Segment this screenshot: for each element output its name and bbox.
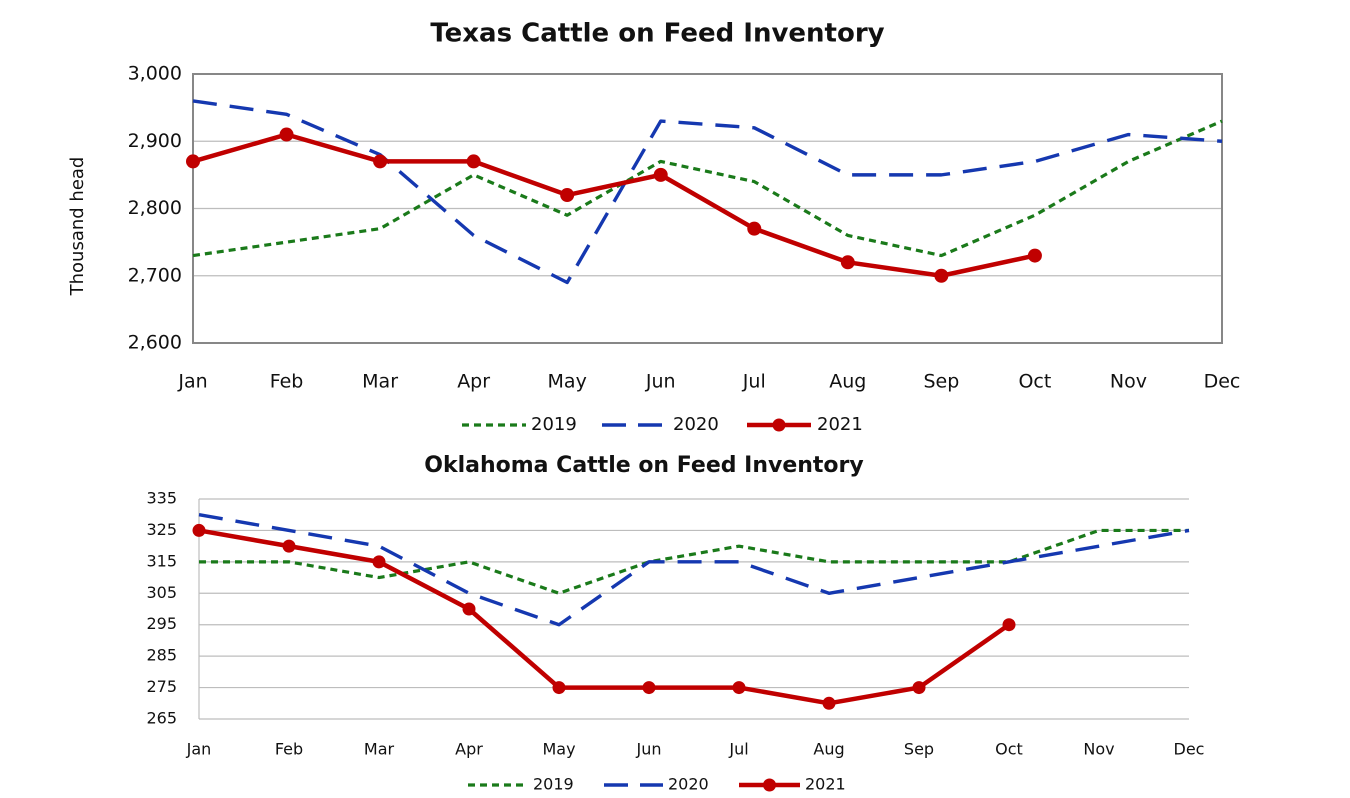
x-tick-label: May xyxy=(542,740,575,759)
x-tick-label: Jul xyxy=(742,371,766,393)
x-tick-label: Apr xyxy=(455,740,483,759)
y-tick-label: 3,000 xyxy=(128,63,182,85)
data-point-2021 xyxy=(1002,618,1016,632)
series-line-2021 xyxy=(192,132,1036,278)
y-tick-label: 2,800 xyxy=(128,197,182,219)
x-tick-label: Jan xyxy=(186,740,212,759)
y-axis-label: Thousand head xyxy=(67,157,88,297)
y-tick-label: 325 xyxy=(146,520,177,539)
legend-marker-2021 xyxy=(772,418,786,432)
x-tick-label: Aug xyxy=(829,371,866,393)
x-tick-label: Oct xyxy=(1018,371,1051,393)
legend-label-2019: 2019 xyxy=(533,775,574,794)
x-tick-label: Feb xyxy=(270,371,304,393)
y-tick-label: 305 xyxy=(146,583,177,602)
data-point-2021 xyxy=(552,681,566,695)
chart-title: Oklahoma Cattle on Feed Inventory xyxy=(424,453,863,478)
data-point-2021 xyxy=(934,268,949,283)
series-line-2019 xyxy=(199,528,1189,595)
chart-texas: Texas Cattle on Feed Inventory 2,600 2,700… xyxy=(67,19,1240,436)
data-point-2021 xyxy=(822,696,836,710)
x-tick-label: May xyxy=(548,371,587,393)
y-tick-label: 265 xyxy=(146,709,177,728)
x-tick-label: Mar xyxy=(362,371,398,393)
legend-label-2019: 2019 xyxy=(531,414,577,435)
x-tick-label: Dec xyxy=(1204,371,1241,393)
x-tick-label: Mar xyxy=(364,740,395,759)
x-tick-label: Dec xyxy=(1174,740,1205,759)
x-tick-label: Apr xyxy=(457,371,490,393)
y-tick-label: 2,600 xyxy=(128,332,182,354)
data-point-2021 xyxy=(279,127,294,142)
chart-oklahoma: Oklahoma Cattle on Feed Inventory 265 275 2… xyxy=(146,453,1204,794)
x-tick-label: Aug xyxy=(813,740,844,759)
chart-title: Texas Cattle on Feed Inventory xyxy=(430,19,884,49)
x-tick-label: Jul xyxy=(728,740,748,759)
data-point-2021 xyxy=(642,681,656,695)
data-point-2021 xyxy=(372,555,386,569)
x-tick-label: Jun xyxy=(636,740,662,759)
data-point-2021 xyxy=(192,523,206,537)
y-tick-label: 315 xyxy=(146,551,177,570)
x-tick-label: Nov xyxy=(1083,740,1114,759)
x-tick-label: Oct xyxy=(995,740,1023,759)
x-tick-label: Jan xyxy=(177,371,207,393)
data-point-2021 xyxy=(1027,248,1042,263)
series-line-2020 xyxy=(198,513,1190,627)
series-line-2021 xyxy=(198,528,1011,706)
legend-label-2020: 2020 xyxy=(673,414,719,435)
y-tick-label: 2,700 xyxy=(128,264,182,286)
x-tick-label: Sep xyxy=(923,371,959,393)
data-point-2021 xyxy=(560,188,575,203)
legend-label-2021: 2021 xyxy=(817,414,863,435)
y-tick-label: 335 xyxy=(146,489,177,508)
y-tick-label: 285 xyxy=(146,646,177,665)
data-point-2021 xyxy=(462,602,476,616)
series-line-2019 xyxy=(192,119,1223,258)
legend-label-2021: 2021 xyxy=(805,775,846,794)
data-point-2021 xyxy=(373,154,388,169)
data-point-2021 xyxy=(840,255,855,270)
data-point-2021 xyxy=(653,167,668,182)
data-point-2021 xyxy=(912,681,926,695)
y-tick-label: 275 xyxy=(146,677,177,696)
series-line-2020 xyxy=(192,99,1223,285)
y-tick-label: 295 xyxy=(146,614,177,633)
x-tick-label: Sep xyxy=(904,740,934,759)
legend-label-2020: 2020 xyxy=(668,775,709,794)
x-tick-label: Feb xyxy=(275,740,303,759)
y-tick-label: 2,900 xyxy=(128,130,182,152)
legend-marker-2021 xyxy=(763,778,776,792)
x-tick-label: Jun xyxy=(645,371,676,393)
data-point-2021 xyxy=(466,154,481,169)
data-point-2021 xyxy=(186,154,200,169)
data-point-2021 xyxy=(747,221,762,236)
data-point-2021 xyxy=(282,539,296,553)
data-point-2021 xyxy=(732,681,746,695)
x-tick-label: Nov xyxy=(1110,371,1147,393)
plot-frame xyxy=(192,73,1223,344)
